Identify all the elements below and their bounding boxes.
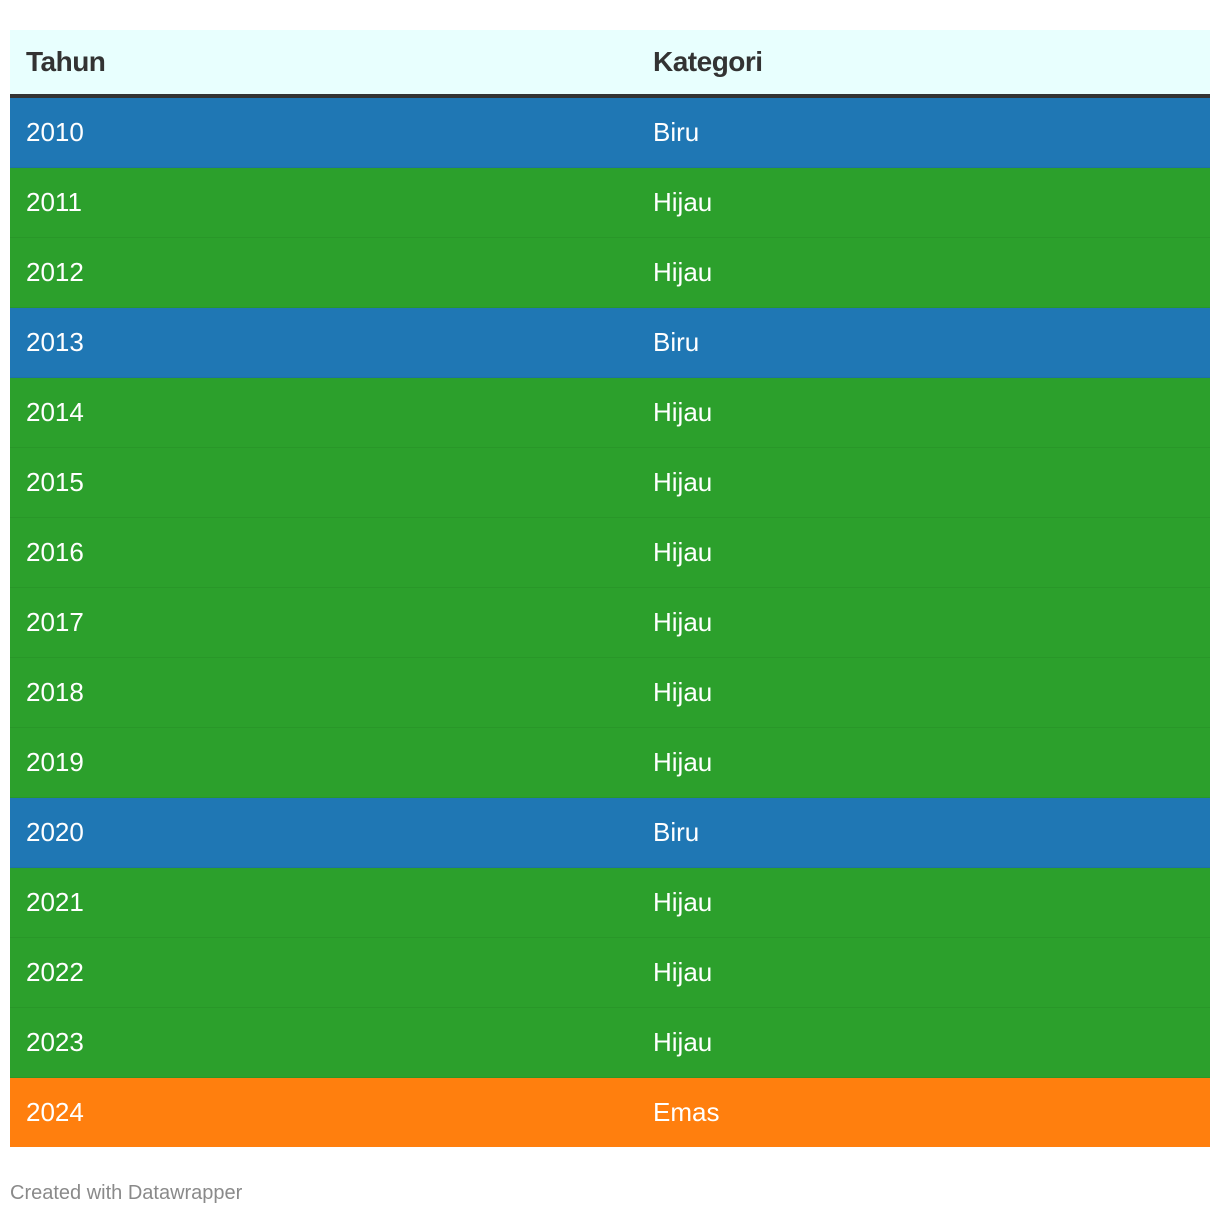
year-cell: 2016 (10, 517, 637, 588)
table-row: 2011 Hijau (10, 167, 1210, 238)
footer-credit: Created with Datawrapper (10, 1182, 243, 1204)
year-cell: 2023 (10, 1007, 637, 1078)
category-cell: Biru (637, 307, 1210, 378)
category-cell: Hijau (637, 167, 1210, 238)
category-cell: Hijau (637, 517, 1210, 588)
table-row: 2012 Hijau (10, 237, 1210, 308)
table-row: 2018 Hijau (10, 657, 1210, 728)
year-cell: 2022 (10, 937, 637, 1008)
column-header-category: Kategori (637, 30, 1210, 98)
year-cell: 2012 (10, 237, 637, 308)
table-row: 2023 Hijau (10, 1007, 1210, 1078)
year-cell: 2018 (10, 657, 637, 728)
table-row: 2014 Hijau (10, 377, 1210, 448)
category-cell: Hijau (637, 727, 1210, 798)
category-cell: Hijau (637, 447, 1210, 518)
category-cell: Biru (637, 797, 1210, 868)
column-header-year: Tahun (10, 30, 637, 98)
category-cell: Hijau (637, 587, 1210, 658)
table-row: 2016 Hijau (10, 517, 1210, 588)
table-header: Tahun Kategori (10, 30, 1210, 98)
header-row: Tahun Kategori (10, 30, 1210, 98)
year-cell: 2017 (10, 587, 637, 658)
data-table-container: Tahun Kategori 2010 Biru 2011 Hijau 2012 Hija… (10, 30, 1210, 1147)
table-row: 2017 Hijau (10, 587, 1210, 658)
table-row: 2022 Hijau (10, 937, 1210, 1008)
table-row: 2024 Emas (10, 1077, 1210, 1147)
year-cell: 2015 (10, 447, 637, 518)
year-cell: 2021 (10, 867, 637, 938)
table-row: 2015 Hijau (10, 447, 1210, 518)
category-cell: Hijau (637, 377, 1210, 448)
category-cell: Emas (653, 1097, 720, 1127)
table-row: 2021 Hijau (10, 867, 1210, 938)
category-cell: Hijau (637, 1007, 1210, 1078)
category-cell: Hijau (637, 867, 1210, 938)
table-body: 2010 Biru 2011 Hijau 2012 Hijau 2013 Biru 2014 Hi… (10, 96, 1210, 1147)
year-cell: 2013 (10, 307, 637, 378)
table-row: 2010 Biru (10, 96, 1210, 168)
year-cell: 2010 (10, 96, 637, 168)
table-row: 2019 Hijau (10, 727, 1210, 798)
data-table: Tahun Kategori 2010 Biru 2011 Hijau 2012 Hija… (10, 30, 1210, 1147)
category-cell: Hijau (637, 237, 1210, 308)
year-cell: 2014 (10, 377, 637, 448)
year-cell: 2011 (10, 167, 637, 238)
table-row: 2013 Biru (10, 307, 1210, 378)
year-cell: 2019 (10, 727, 637, 798)
table-row: 2020 Biru (10, 797, 1210, 868)
category-cell: Biru (637, 96, 1210, 168)
category-cell: Hijau (637, 937, 1210, 1008)
year-cell: 2020 (10, 797, 637, 868)
category-cell: Hijau (637, 657, 1210, 728)
year-cell: 2024 (26, 1097, 84, 1127)
